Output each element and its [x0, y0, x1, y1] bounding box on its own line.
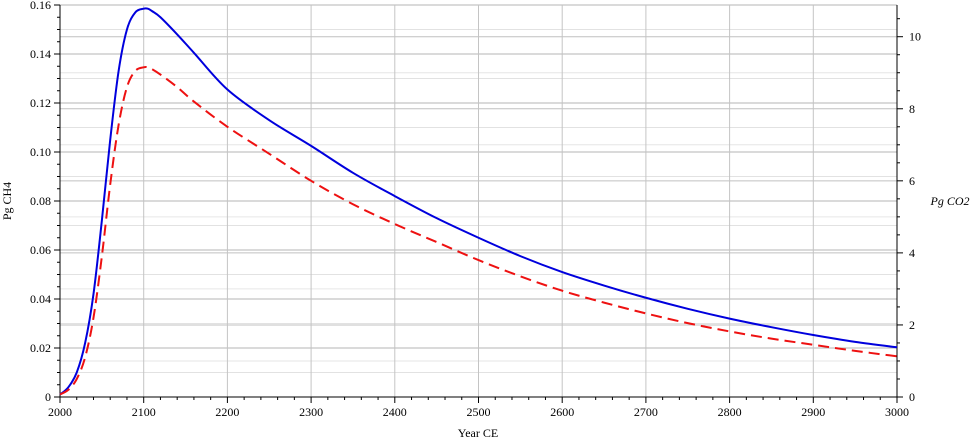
x-tick-label: 2500: [467, 405, 491, 419]
y-left-tick-label: 0.12: [30, 96, 51, 110]
x-tick-label: 2100: [132, 405, 156, 419]
x-tick-label: 2000: [48, 405, 72, 419]
y-left-tick-label: 0.08: [30, 194, 51, 208]
x-tick-label: 2700: [634, 405, 658, 419]
y-right-tick-label: 4: [909, 246, 915, 260]
x-tick-label: 3000: [885, 405, 909, 419]
series-layer: [59, 7, 898, 396]
y-right-tick-label: 0: [909, 390, 915, 404]
y-left-tick-label: 0.16: [30, 0, 51, 12]
x-tick-label: 2800: [718, 405, 742, 419]
x-tick-label: 2900: [801, 405, 825, 419]
y-right-tick-label: 6: [909, 174, 915, 188]
y-right-tick-label: 2: [909, 318, 915, 332]
x-tick-label: 2300: [299, 405, 323, 419]
x-tick-label: 2200: [215, 405, 239, 419]
x-tick-label: 2600: [550, 405, 574, 419]
y-left-tick-label: 0.02: [30, 341, 51, 355]
y-right-tick-label: 10: [909, 30, 921, 44]
labels-layer: 2000 2100 2200 2300 2400 2500 2600 2700 2800 2900…: [30, 0, 921, 419]
y-left-tick-label: 0.14: [30, 47, 51, 61]
y-left-tick-label: 0.06: [30, 243, 51, 257]
y-axis-right-title: Pg CO2: [930, 194, 970, 208]
y-right-tick-label: 8: [909, 102, 915, 116]
y-left-tick-label: 0.10: [30, 145, 51, 159]
x-axis-title: Year CE: [458, 426, 498, 439]
x-tick-label: 2400: [383, 405, 407, 419]
y-axis-left-title: Pg CH4: [0, 182, 14, 220]
series-line-left-axis: [59, 7, 898, 396]
axes-layer: [54, 4, 903, 403]
y-left-tick-label: 0.04: [30, 292, 51, 306]
y-left-tick-label: 0: [45, 390, 51, 404]
grid-layer: [60, 4, 897, 398]
series-line-right-axis: [59, 65, 898, 396]
